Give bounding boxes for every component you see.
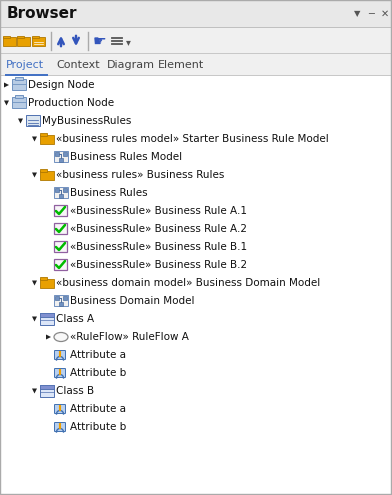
FancyBboxPatch shape [54, 241, 67, 252]
FancyBboxPatch shape [33, 37, 45, 46]
Text: Production Node: Production Node [28, 98, 114, 108]
Text: Business Rules Model: Business Rules Model [70, 152, 182, 162]
Polygon shape [32, 172, 37, 178]
Text: «business domain model» Business Domain Model: «business domain model» Business Domain … [56, 278, 320, 288]
Text: Attribute b: Attribute b [70, 368, 126, 378]
Text: Attribute b: Attribute b [70, 422, 126, 432]
Polygon shape [4, 83, 9, 88]
FancyBboxPatch shape [0, 75, 392, 76]
Polygon shape [18, 118, 23, 123]
FancyBboxPatch shape [0, 27, 392, 28]
FancyBboxPatch shape [0, 54, 392, 76]
Text: ☛: ☛ [93, 34, 107, 49]
FancyBboxPatch shape [18, 37, 31, 46]
Text: Context: Context [56, 60, 100, 70]
Text: Element: Element [158, 60, 204, 70]
FancyBboxPatch shape [4, 36, 10, 38]
FancyBboxPatch shape [33, 36, 39, 38]
Text: ✕: ✕ [381, 9, 389, 19]
FancyBboxPatch shape [40, 313, 54, 317]
FancyBboxPatch shape [54, 368, 65, 378]
Text: Business Rules: Business Rules [70, 188, 148, 198]
Text: ▾: ▾ [126, 37, 131, 47]
Polygon shape [32, 316, 37, 321]
FancyBboxPatch shape [54, 295, 68, 306]
FancyBboxPatch shape [54, 205, 67, 216]
FancyBboxPatch shape [40, 171, 54, 180]
FancyBboxPatch shape [12, 79, 26, 90]
FancyBboxPatch shape [55, 296, 59, 300]
Ellipse shape [54, 333, 68, 342]
Text: «business rules model» Starter Business Rule Model: «business rules model» Starter Business … [56, 134, 329, 144]
FancyBboxPatch shape [40, 169, 47, 172]
FancyBboxPatch shape [59, 302, 63, 306]
Text: «business rules» Business Rules: «business rules» Business Rules [56, 170, 224, 180]
FancyBboxPatch shape [15, 77, 23, 80]
Text: «RuleFlow» RuleFlow A: «RuleFlow» RuleFlow A [70, 332, 189, 342]
Text: «BusinessRule» Business Rule A.1: «BusinessRule» Business Rule A.1 [70, 206, 247, 216]
Text: Browser: Browser [7, 6, 78, 21]
FancyBboxPatch shape [12, 97, 26, 108]
FancyBboxPatch shape [40, 277, 47, 280]
Text: Attribute a: Attribute a [70, 350, 126, 360]
FancyBboxPatch shape [40, 385, 54, 397]
FancyBboxPatch shape [63, 152, 67, 156]
FancyBboxPatch shape [54, 423, 65, 432]
Polygon shape [32, 137, 37, 142]
FancyBboxPatch shape [0, 28, 392, 54]
FancyBboxPatch shape [15, 95, 23, 98]
FancyBboxPatch shape [4, 37, 16, 46]
Text: Project: Project [6, 60, 44, 70]
Text: Class B: Class B [56, 386, 94, 396]
FancyBboxPatch shape [54, 223, 67, 234]
FancyBboxPatch shape [63, 188, 67, 192]
FancyBboxPatch shape [40, 313, 54, 325]
Text: «BusinessRule» Business Rule A.2: «BusinessRule» Business Rule A.2 [70, 224, 247, 234]
FancyBboxPatch shape [5, 74, 47, 76]
FancyBboxPatch shape [18, 36, 24, 38]
FancyBboxPatch shape [54, 151, 68, 162]
FancyBboxPatch shape [55, 152, 59, 156]
FancyBboxPatch shape [54, 404, 65, 413]
Text: Business Domain Model: Business Domain Model [70, 296, 194, 306]
Polygon shape [32, 281, 37, 286]
Polygon shape [32, 389, 37, 394]
Text: «BusinessRule» Business Rule B.2: «BusinessRule» Business Rule B.2 [70, 260, 247, 270]
Text: Attribute a: Attribute a [70, 404, 126, 414]
FancyBboxPatch shape [63, 296, 67, 300]
FancyBboxPatch shape [40, 133, 47, 136]
FancyBboxPatch shape [0, 53, 392, 54]
FancyBboxPatch shape [40, 279, 54, 288]
FancyBboxPatch shape [40, 135, 54, 144]
FancyBboxPatch shape [40, 385, 54, 389]
Text: Class A: Class A [56, 314, 94, 324]
FancyBboxPatch shape [54, 259, 67, 270]
Text: ▼: ▼ [354, 9, 361, 18]
Text: Diagram: Diagram [107, 60, 155, 70]
FancyBboxPatch shape [26, 115, 40, 126]
Text: «BusinessRule» Business Rule B.1: «BusinessRule» Business Rule B.1 [70, 242, 247, 252]
Text: MyBusinessRules: MyBusinessRules [42, 116, 131, 126]
Polygon shape [46, 335, 51, 340]
FancyBboxPatch shape [59, 158, 63, 162]
Text: ─: ─ [368, 9, 374, 19]
FancyBboxPatch shape [59, 194, 63, 198]
Text: Design Node: Design Node [28, 80, 94, 90]
FancyBboxPatch shape [0, 0, 392, 28]
Polygon shape [4, 100, 9, 105]
FancyBboxPatch shape [55, 188, 59, 192]
FancyBboxPatch shape [54, 350, 65, 359]
FancyBboxPatch shape [54, 187, 68, 198]
